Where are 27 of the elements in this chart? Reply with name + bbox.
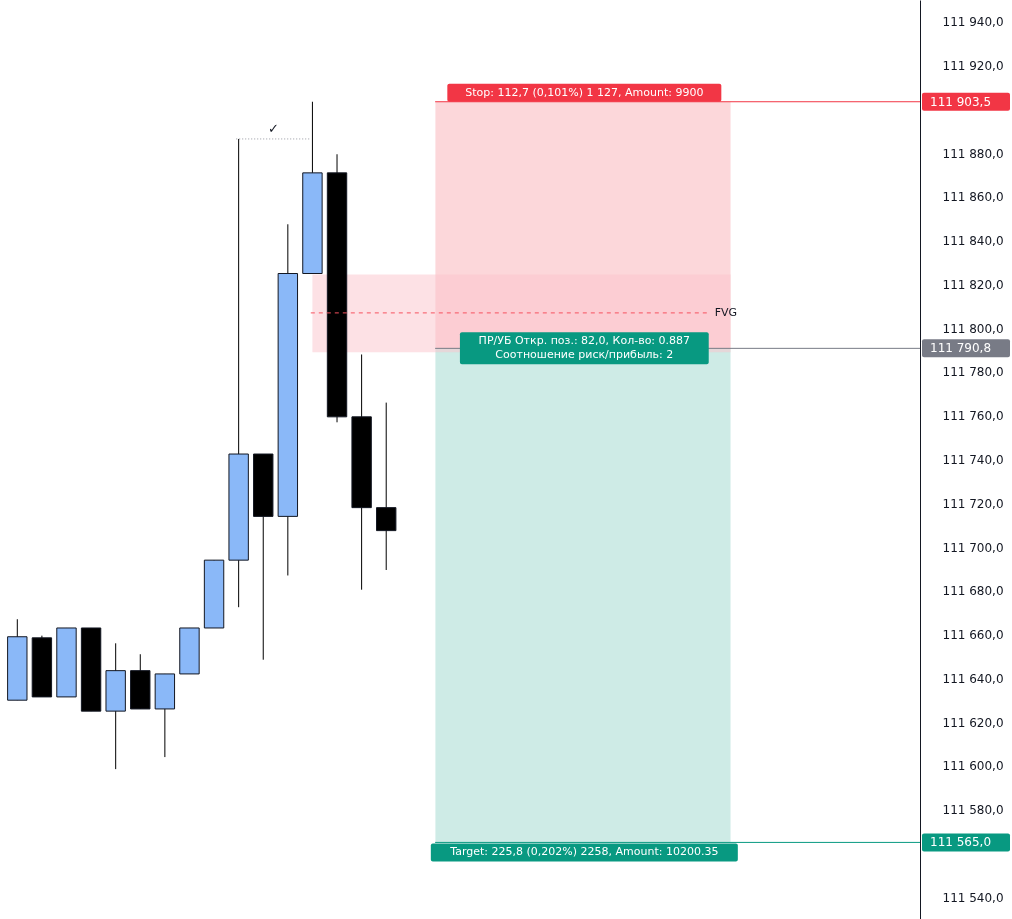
ref-line-label: 111 790,8 [930, 341, 992, 356]
y-tick-label: 111 640,0 [942, 671, 1004, 686]
ref-line-label: FVG [714, 305, 738, 319]
band-label: Stop: 112,7 (0,101%) 1 127, Amount: 9900 [465, 85, 704, 99]
y-tick-label: 111 760,0 [942, 409, 1004, 424]
y-tick-label: 111 600,0 [942, 759, 1004, 774]
y-tick-label: 111 660,0 [942, 628, 1004, 643]
y-tick-label: 111 620,0 [942, 715, 1004, 730]
y-tick-label: 111 820,0 [942, 277, 1004, 292]
y-tick-label: 111 700,0 [942, 540, 1004, 555]
y-tick-label: 111 920,0 [942, 59, 1004, 74]
y-tick-label: 111 580,0 [942, 803, 1004, 818]
y-tick-label: 111 780,0 [942, 365, 1004, 380]
y-tick-label: 111 720,0 [942, 496, 1004, 511]
band-label: Target: 225,8 (0,202%) 2258, Amount: 10200.35 [449, 845, 719, 859]
ref-line-label: 111 903,5 [930, 94, 992, 109]
y-tick-label: 111 940,0 [942, 15, 1004, 30]
y-tick-label: 111 540,0 [942, 890, 1004, 905]
ref-line-label: ✓ [268, 120, 279, 136]
annotation: ПР/УБ Откр. поз.: 82,0, Кол-во: 0.887 Соотношение риск/прибыль: 2 [478, 334, 691, 362]
y-tick-label: 111 840,0 [942, 234, 1004, 249]
y-tick-label: 111 740,0 [942, 453, 1004, 467]
y-tick-label: 111 680,0 [942, 584, 1004, 599]
ref-line-label: 111 565,0 [930, 835, 992, 850]
y-tick-label: 111 800,0 [942, 321, 1004, 336]
y-tick-label: 111 860,0 [942, 190, 1004, 205]
y-tick-label: 111 880,0 [942, 146, 1004, 161]
